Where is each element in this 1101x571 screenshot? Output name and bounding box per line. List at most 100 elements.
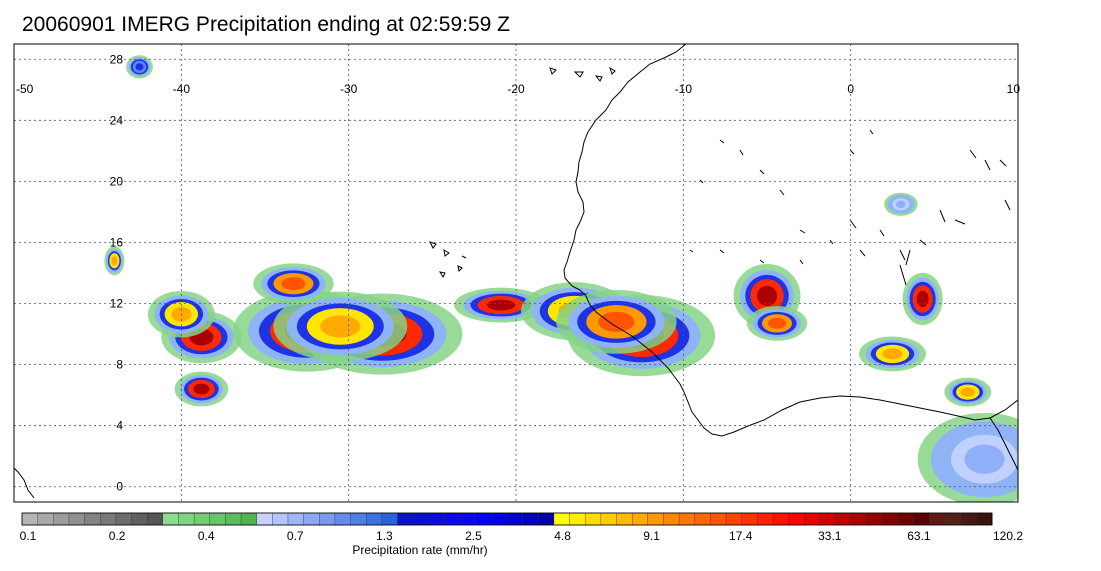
colorbar-swatch	[397, 512, 414, 526]
latitude-tick-label: 16	[110, 235, 124, 249]
colorbar-tick-label: 33.1	[818, 529, 842, 543]
colorbar-legend: 0.1 0.2 0.4 0.7 1.3 2.5 4.8 9.1 17.4 33.1 63.1 120.…	[20, 512, 1023, 543]
precipitation-layer	[104, 55, 1018, 502]
latitude-labels: 0 4 8 12 16 20 24 28	[110, 52, 124, 493]
colorbar-swatch	[944, 512, 962, 526]
colorbar-swatch	[21, 512, 39, 526]
map-frame	[13, 43, 1019, 503]
colorbar-swatch	[741, 512, 758, 526]
latitude-tick-label: 20	[110, 174, 124, 188]
map-title: 20060901 IMERG Precipitation ending at 0…	[22, 13, 510, 36]
colorbar-swatch	[475, 512, 492, 526]
precip-core-peak	[486, 299, 515, 311]
colorbar-swatch	[788, 512, 805, 526]
colorbar-swatch	[506, 512, 524, 526]
precip-core-peak	[193, 383, 210, 395]
colorbar-frame	[21, 512, 993, 526]
colorbar-swatch	[53, 512, 70, 526]
colorbar-swatch	[819, 512, 837, 526]
colorbar-swatch	[381, 512, 398, 526]
precip-core-peak	[895, 200, 906, 208]
latitude-tick-label: 0	[116, 480, 123, 494]
colorbar-swatch	[256, 512, 273, 526]
precip-core-peak	[916, 290, 929, 308]
colorbar-swatch	[538, 512, 555, 526]
colorbar-title: Precipitation rate (mm/hr)	[352, 543, 487, 557]
longitude-tick-label: -30	[340, 82, 358, 96]
colorbar-swatch	[37, 512, 54, 526]
colorbar-swatch	[131, 512, 148, 526]
colorbar-swatch	[882, 512, 899, 526]
colorbar-swatch	[428, 512, 445, 526]
colorbar-swatch	[616, 512, 633, 526]
colorbar-tick-label: 0.4	[198, 529, 215, 543]
colorbar-swatch	[960, 512, 977, 526]
colorbar-swatch	[178, 512, 195, 526]
colorbar-swatch	[678, 512, 696, 526]
latitude-tick-label: 24	[110, 113, 124, 127]
colorbar-swatch	[710, 512, 727, 526]
colorbar-swatch	[929, 512, 946, 526]
longitude-tick-label: -20	[507, 82, 525, 96]
precip-core-peak	[135, 63, 144, 71]
inland-lakes-rivers	[689, 129, 1011, 286]
colorbar-swatch	[350, 512, 367, 526]
longitude-labels: -50 -40 -30 -20 -10 0 10	[16, 82, 1020, 96]
colorbar-tick-label: 1.3	[376, 529, 393, 543]
colorbar-swatch	[146, 512, 164, 526]
colorbar-swatch	[334, 512, 352, 526]
longitude-tick-label: -50	[16, 82, 34, 96]
colorbar-swatch	[303, 512, 320, 526]
colorbar-tick-label: 0.2	[109, 529, 126, 543]
colorbar-swatch	[162, 512, 179, 526]
colorbar-swatch	[804, 512, 821, 526]
precip-core-peak	[281, 277, 306, 291]
colorbar-swatch	[866, 512, 883, 526]
colorbar-tick-label: 4.8	[554, 529, 571, 543]
colorbar-swatch	[553, 512, 571, 526]
colorbar-swatch	[663, 512, 680, 526]
colorbar-swatch	[913, 512, 930, 526]
colorbar-swatch	[850, 512, 868, 526]
colorbar-swatch	[240, 512, 258, 526]
precip-core-peak	[320, 315, 361, 338]
colorbar-tick-label: 63.1	[907, 529, 931, 543]
colorbar-swatch	[115, 512, 133, 526]
colorbar-swatch	[193, 512, 211, 526]
coastline-layer	[14, 44, 1018, 499]
precip-core-peak	[960, 387, 975, 397]
colorbar-swatch	[225, 512, 242, 526]
colorbar-swatch	[897, 512, 915, 526]
west-africa-coastline	[563, 44, 1018, 437]
colorbar-swatch	[459, 512, 477, 526]
latitude-tick-label: 4	[116, 419, 123, 433]
colorbar-swatch	[585, 512, 602, 526]
cape-verde-islands	[429, 241, 467, 279]
colorbar-swatch	[209, 512, 226, 526]
colorbar-swatch	[412, 512, 430, 526]
latitude-tick-label: 28	[110, 52, 124, 66]
colorbar-swatch	[365, 512, 383, 526]
colorbar-swatch	[100, 512, 117, 526]
precip-core-peak	[768, 317, 787, 329]
colorbar-swatch	[757, 512, 774, 526]
colorbar-swatch	[522, 512, 539, 526]
colorbar-swatch	[772, 512, 790, 526]
colorbar-swatch	[444, 512, 461, 526]
precip-core-peak	[964, 444, 1005, 474]
longitude-tick-label: -40	[173, 82, 191, 96]
colorbar-tick-label: 17.4	[729, 529, 753, 543]
precip-core-peak	[756, 285, 778, 306]
longitude-tick-label: -10	[675, 82, 693, 96]
colorbar-swatch	[319, 512, 336, 526]
longitude-tick-label: 10	[1007, 82, 1021, 96]
colorbar-swatch	[569, 512, 586, 526]
colorbar-swatch	[835, 512, 852, 526]
colorbar-swatch	[68, 512, 86, 526]
colorbar-swatch	[694, 512, 711, 526]
colorbar-tick-label: 120.2	[993, 529, 1023, 543]
colorbar-swatch	[976, 512, 993, 526]
colorbar-swatch	[272, 512, 289, 526]
precip-core-peak	[111, 256, 118, 266]
